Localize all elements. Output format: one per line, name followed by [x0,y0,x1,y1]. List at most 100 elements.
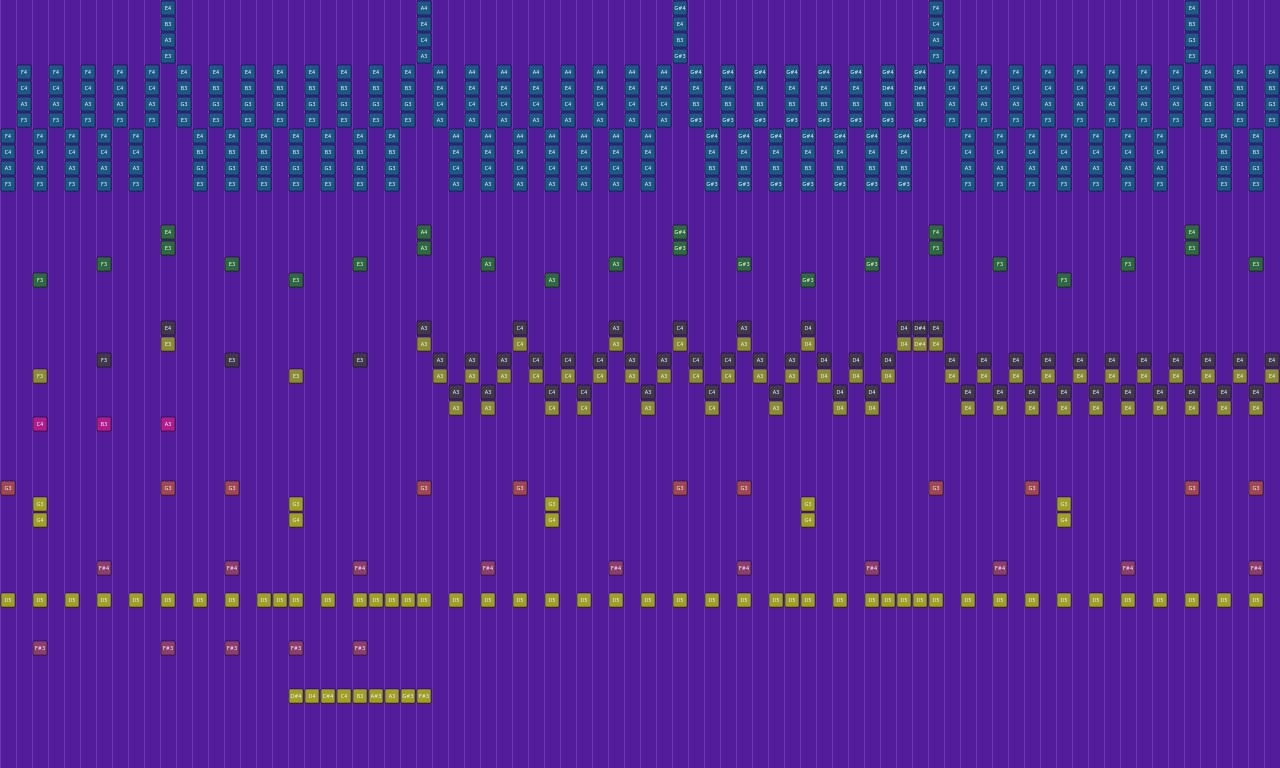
note: F#3 [352,640,368,656]
note: E4 [1024,400,1040,416]
note: C4 [416,32,432,48]
note-box [1152,384,1168,400]
note: E4 [928,336,944,352]
note-label: E4 [1061,406,1067,412]
note-label: E4 [1189,406,1195,412]
note-label: A4 [581,134,588,140]
note: A3 [496,112,512,128]
note: F3 [16,112,32,128]
note: F3 [1008,112,1024,128]
note-box [928,48,944,64]
note-label: E4 [325,134,331,140]
note-box [624,352,640,368]
note: D5 [800,592,816,608]
note-box [416,48,432,64]
note-label: D4 [852,374,859,380]
note-label: D5 [1220,598,1227,604]
note-label: A3 [453,182,460,188]
note-label: F4 [149,70,155,76]
note-label: G3 [308,102,315,108]
note-box [352,160,368,176]
note-box [352,176,368,192]
note-label: A3 [549,278,556,284]
note-label: C4 [1093,150,1100,156]
note-box [1040,64,1056,80]
note-label: C4 [581,166,588,172]
note: G#4 [704,128,720,144]
note-box [912,592,928,608]
note-label: E3 [165,342,171,348]
note-label: E4 [933,342,939,348]
note-box [704,592,720,608]
note: F4 [1104,64,1120,80]
note: C4 [592,368,608,384]
note-label: G3 [1236,102,1243,108]
note-box [832,592,848,608]
note: A3 [416,240,432,256]
note: B3 [224,144,240,160]
note: E3 [352,256,368,272]
note: F3 [48,112,64,128]
note: G3 [304,96,320,112]
note-label: G3 [516,486,523,492]
note-box [464,112,480,128]
note-box [384,176,400,192]
note-box [928,0,944,16]
note: A3 [160,32,176,48]
note-label: G3 [356,166,363,172]
note-box [864,592,880,608]
note-box [16,96,32,112]
note-box [1184,240,1200,256]
note: A3 [480,256,496,272]
note-label: A3 [389,694,396,700]
note: D5 [256,592,272,608]
note: D5 [352,592,368,608]
note-label: E4 [1269,358,1275,364]
note: E3 [352,352,368,368]
note-box [704,160,720,176]
note: D5 [784,592,800,608]
note-label: C4 [85,86,92,92]
note-label: D5 [676,598,683,604]
note: E3 [320,176,336,192]
note: A3 [464,352,480,368]
note-box [352,688,368,704]
note-label: E4 [1045,358,1051,364]
note-box [896,160,912,176]
note-box [400,64,416,80]
note-label: D4 [900,326,907,332]
note-box [1104,112,1120,128]
note: F#4 [480,560,496,576]
note: A3 [608,336,624,352]
note-label: F#3 [291,646,301,652]
note: D4 [864,384,880,400]
note: F3 [1056,272,1072,288]
note: F4 [1120,128,1136,144]
note-label: B3 [309,86,316,92]
note: C4 [560,96,576,112]
note-label: D#4 [914,86,925,92]
note-label: F#4 [227,566,237,572]
note-label: G#4 [882,70,893,76]
note: C4 [672,336,688,352]
note-box [1136,96,1152,112]
note-box [912,80,928,96]
note: G#3 [864,176,880,192]
note-label: B3 [693,102,700,108]
note-label: G#3 [834,182,845,188]
note-label: F3 [933,54,939,60]
note-label: E4 [1141,358,1147,364]
note-label: A3 [565,118,572,124]
note-label: C4 [613,166,620,172]
note: E3 [224,352,240,368]
note-label: G#3 [754,118,765,124]
note-label: C4 [517,326,524,332]
note-label: C4 [37,150,44,156]
note-label: E4 [1253,406,1259,412]
note-label: C4 [421,38,428,44]
note-label: F3 [1061,278,1067,284]
note: A3 [96,160,112,176]
note: F3 [992,256,1008,272]
note-label: A3 [1141,102,1148,108]
note: A4 [624,64,640,80]
